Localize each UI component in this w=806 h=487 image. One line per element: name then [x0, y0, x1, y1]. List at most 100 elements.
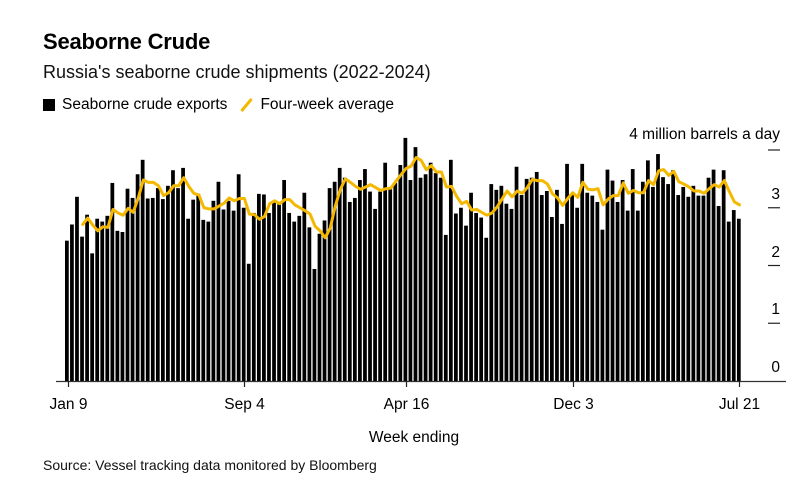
bar-week-91 [524, 178, 529, 382]
bar-week-85 [494, 189, 499, 381]
bar-week-93 [534, 171, 539, 381]
bar-week-8 [105, 215, 110, 381]
x-tick-label: Dec 3 [553, 396, 594, 413]
bar-week-108 [610, 180, 615, 381]
bar-week-1 [70, 224, 74, 381]
bar-week-3 [80, 236, 84, 382]
bar-week-52 [327, 188, 332, 381]
bar-week-117 [656, 154, 660, 381]
bar-week-96 [550, 216, 554, 381]
bar-week-26 [196, 193, 201, 381]
bar-week-48 [307, 227, 312, 381]
bar-week-103 [585, 192, 590, 381]
bar-week-9 [110, 182, 115, 381]
bar-week-39 [262, 194, 266, 381]
bar-week-129 [716, 206, 721, 381]
bar-week-23 [181, 167, 185, 381]
bar-week-51 [322, 220, 327, 381]
bar-week-35 [241, 207, 246, 381]
bar-week-112 [630, 169, 635, 381]
bar-week-60 [368, 191, 372, 381]
x-axis-title: Week ending [368, 429, 460, 446]
bar-week-34 [236, 174, 241, 381]
bar-week-12 [125, 188, 130, 381]
bar-week-83 [484, 237, 489, 381]
four-week-average-line [81, 156, 741, 240]
bar-week-130 [721, 170, 726, 381]
bar-week-99 [565, 163, 569, 381]
bar-week-121 [676, 195, 681, 381]
bar-week-80 [469, 192, 473, 381]
bar-week-94 [539, 195, 544, 381]
bar-week-110 [620, 180, 625, 381]
y-axis-unit-label: 4 million barrels a day [629, 126, 780, 143]
bar-week-111 [625, 210, 630, 381]
bar-week-50 [317, 233, 322, 381]
bar-week-4 [85, 214, 89, 381]
bar-week-38 [256, 193, 261, 381]
bar-week-76 [448, 159, 453, 381]
bar-week-19 [160, 199, 165, 381]
bar-week-115 [646, 160, 650, 381]
bar-week-75 [443, 234, 448, 381]
bar-week-7 [100, 221, 105, 381]
legend-label-average: Four-week average [260, 96, 394, 113]
bar-week-101 [575, 207, 580, 381]
bar-week-92 [529, 177, 534, 381]
bar-week-54 [337, 167, 342, 381]
bar-week-126 [701, 195, 706, 381]
bar-week-37 [251, 212, 256, 381]
bar-week-64 [388, 188, 393, 381]
bar-week-59 [363, 169, 367, 381]
bar-week-56 [347, 201, 352, 381]
bar-week-106 [600, 229, 605, 381]
bar-week-95 [544, 191, 549, 381]
x-tick-label: Sep 4 [224, 396, 265, 413]
bar-week-67 [403, 137, 408, 381]
bar-week-43 [282, 180, 286, 381]
bar-week-90 [519, 195, 524, 381]
bar-week-116 [651, 186, 655, 381]
bar-week-84 [489, 184, 494, 381]
y-tick-label-3: 3 [771, 185, 780, 203]
bar-week-25 [191, 199, 196, 381]
bar-week-72 [428, 162, 433, 381]
bar-week-45 [292, 221, 297, 381]
bar-week-27 [201, 219, 206, 381]
bar-week-33 [231, 210, 236, 381]
black-square-icon [43, 99, 55, 111]
bar-week-49 [312, 268, 317, 381]
bar-week-87 [504, 203, 509, 381]
bar-week-98 [560, 223, 564, 381]
bar-week-122 [681, 186, 686, 381]
bar-week-53 [332, 181, 337, 381]
bar-week-22 [176, 188, 180, 381]
bar-week-40 [267, 212, 271, 381]
bar-week-13 [130, 197, 135, 381]
bar-week-70 [418, 177, 423, 381]
bar-week-104 [590, 195, 595, 381]
y-tick-label-2: 2 [771, 243, 780, 261]
bar-week-124 [691, 185, 696, 381]
bar-week-36 [246, 263, 251, 381]
bar-week-78 [459, 207, 463, 381]
bar-week-73 [433, 173, 438, 381]
y-tick-label-1: 1 [771, 301, 780, 319]
bar-week-17 [150, 197, 155, 381]
bar-week-6 [95, 218, 100, 381]
bar-week-133 [736, 218, 741, 381]
bar-week-118 [661, 177, 665, 381]
bar-week-109 [615, 201, 620, 381]
bar-week-10 [115, 230, 120, 381]
bar-week-71 [423, 174, 428, 381]
bars-group [65, 137, 741, 382]
bar-week-58 [358, 180, 362, 381]
bar-week-5 [90, 253, 95, 381]
bar-week-127 [706, 177, 711, 381]
bar-week-107 [605, 169, 610, 381]
bar-week-30 [216, 181, 221, 381]
chart-title: Seaborne Crude [43, 29, 211, 54]
bar-week-114 [640, 181, 645, 381]
bar-week-69 [413, 147, 418, 381]
